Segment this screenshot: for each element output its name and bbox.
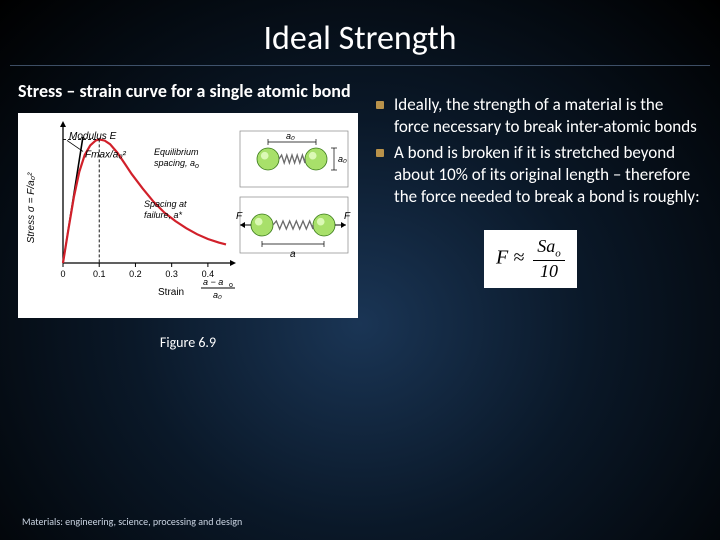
svg-text:F: F: [236, 211, 243, 222]
svg-text:0: 0: [60, 269, 65, 279]
svg-text:Strain: Strain: [158, 287, 184, 298]
right-column: Ideally, the strength of a material is t…: [374, 80, 702, 351]
formula: F ≈ Sao 10: [484, 230, 577, 288]
svg-text:a₀: a₀: [213, 290, 222, 300]
left-column: Stress – strain curve for a single atomi…: [18, 80, 358, 351]
svg-text:0.3: 0.3: [165, 269, 178, 279]
bullet-item: Ideally, the strength of a material is t…: [374, 94, 702, 138]
footer-text: Materials: engineering, science, process…: [22, 515, 242, 528]
svg-text:a − a: a − a: [203, 277, 223, 287]
formula-num-sub: o: [555, 248, 561, 260]
formula-num: Sa: [537, 236, 555, 256]
svg-text:F: F: [344, 211, 351, 222]
svg-text:failure, a*: failure, a*: [144, 210, 183, 220]
svg-text:a₀: a₀: [286, 131, 295, 141]
bullet-item: A bond is broken if it is stretched beyo…: [374, 142, 702, 208]
svg-text:Fmax/a₀²: Fmax/a₀²: [85, 149, 127, 160]
slide-title: Ideal Strength: [10, 0, 710, 66]
figure-caption: Figure 6.9: [18, 334, 358, 351]
content-row: Stress – strain curve for a single atomi…: [0, 66, 720, 351]
svg-text:0.1: 0.1: [93, 269, 106, 279]
svg-text:0.2: 0.2: [129, 269, 142, 279]
stress-strain-chart: 00.10.20.30.4Stress σ = F/a₀²Modulus EFm…: [18, 113, 358, 318]
svg-text:Spacing at: Spacing at: [144, 199, 187, 209]
svg-text:Equilibrium: Equilibrium: [154, 147, 199, 157]
bullet-list: Ideally, the strength of a material is t…: [374, 94, 702, 208]
svg-text:spacing, ao: spacing, ao: [154, 158, 199, 170]
formula-lhs: F ≈: [496, 247, 524, 269]
chart-subtitle: Stress – strain curve for a single atomi…: [18, 80, 358, 103]
svg-text:Modulus E: Modulus E: [69, 131, 117, 142]
svg-text:a: a: [290, 249, 296, 260]
formula-den: 10: [533, 261, 565, 282]
svg-text:Stress σ = F/a₀²: Stress σ = F/a₀²: [26, 172, 37, 243]
svg-text:a₀: a₀: [338, 154, 347, 164]
